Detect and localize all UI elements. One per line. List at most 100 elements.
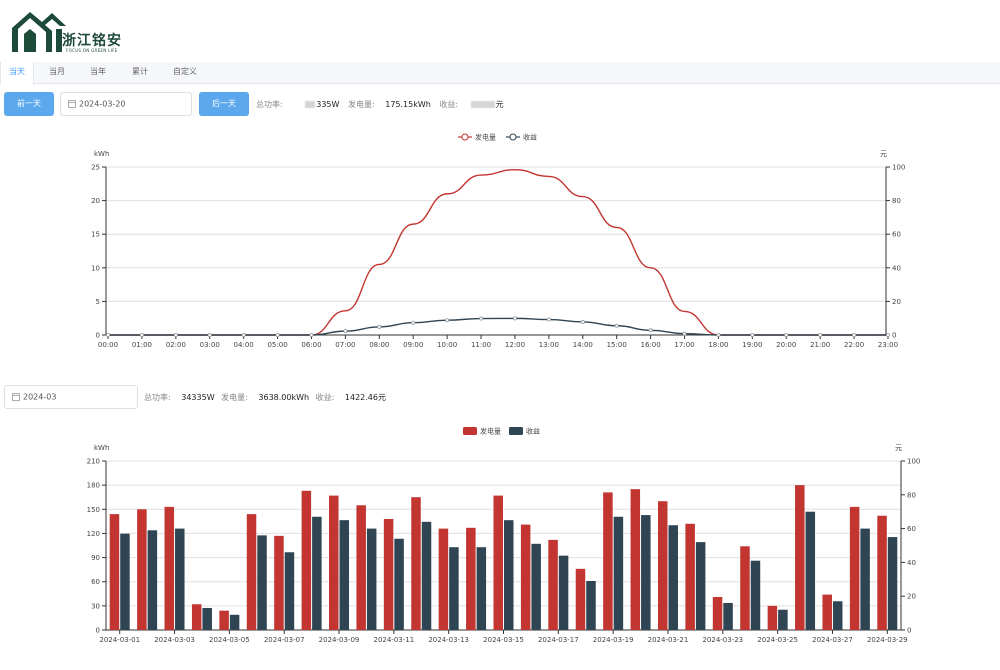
series-line-0 [107,168,888,336]
y-right-tick-label: 0 [892,332,896,340]
bar-income [202,608,212,630]
data-point [886,332,891,337]
x-tick-label: 01:00 [132,341,152,349]
bar-income [449,547,459,630]
bar-generation [575,568,586,630]
bar-generation [740,546,750,630]
x-tick-label: 04:00 [234,341,254,349]
legend-label-0: 发电量 [480,427,501,436]
data-point [682,331,687,336]
day-date-value: 2024-03-20 [79,99,126,109]
x-tick-label: 14:00 [573,341,593,349]
bar-income [805,511,816,630]
bar-income [558,555,569,630]
month-generation-value: 3638.00kWh [258,393,310,402]
bar-generation [329,495,339,630]
company-logo: 浙江铭安 FOCUS ON GREEN LIFE [8,6,128,56]
calendar-icon [68,100,76,108]
day-date-picker[interactable]: 2024-03-20 [60,92,192,116]
tab-total[interactable]: 累计 [132,67,148,76]
next-day-button[interactable]: 后一天 [199,92,249,116]
data-point [173,332,178,337]
tab-month[interactable]: 当月 [49,67,65,76]
month-date-picker[interactable]: 2024-03 [4,385,138,409]
legend-label-0: 发电量 [475,133,496,142]
data-point [309,332,314,337]
data-point [750,332,755,337]
y-right-unit-label: 元 [895,444,902,452]
x-tick-label: 19:00 [742,341,762,349]
y-right-unit-label: 元 [880,150,887,158]
bar-generation [438,528,449,630]
x-tick-label: 2024-03-13 [428,636,469,644]
month-generation-label: 发电量: [221,393,248,402]
tab-today[interactable]: 当天 [0,62,34,85]
bar-income [613,516,624,630]
x-tick-label: 16:00 [641,341,661,349]
bar-income [668,525,678,630]
y-left-tick-label: 30 [91,602,100,610]
y-left-unit-label: kWh [94,444,109,452]
month-power-label: 总功率: [144,393,171,402]
bar-generation [822,594,832,630]
y-left-tick-label: 90 [91,554,100,562]
legend-marker [509,133,517,141]
x-tick-label: 2024-03-23 [702,636,743,644]
x-tick-label: 12:00 [505,341,525,349]
y-left-tick-label: 10 [91,264,100,272]
legend-swatch [463,427,477,435]
y-right-tick-label: 0 [907,627,911,635]
bar-income [229,614,240,630]
bar-generation [301,490,312,630]
data-point [784,332,789,337]
data-point [445,318,450,323]
bar-generation [493,495,503,630]
x-tick-label: 11:00 [471,341,491,349]
x-tick-label: 20:00 [776,341,796,349]
redacted-mark [305,101,316,108]
y-right-tick-label: 60 [907,525,916,533]
bar-income [695,542,706,630]
month-income-value: 1422.46元 [344,393,386,402]
bar-generation [767,605,778,630]
x-tick-label: 02:00 [166,341,186,349]
bar-income [175,528,185,630]
data-point [580,319,585,324]
bar-income [120,533,130,630]
bar-generation [685,523,695,630]
data-point [139,332,144,337]
x-tick-label: 22:00 [844,341,864,349]
x-tick-label: 2024-03-25 [757,636,798,644]
bar-income [366,528,377,630]
day-generation-label: 发电量: [347,100,375,109]
month-bar-chart: 0 30 60 90 120 150 180 210 0 20 40 60 80 100 kWh 元 发电量 收益… [87,427,921,645]
x-tick-label: 03:00 [200,341,220,349]
bar-income [312,516,322,630]
x-tick-label: 2024-03-29 [867,636,908,644]
y-right-tick-label: 60 [892,231,901,239]
redacted-mark [470,101,495,108]
y-right-tick-label: 20 [907,593,916,601]
y-left-tick-label: 120 [87,530,100,538]
bar-income [257,535,267,630]
x-tick-label: 2024-03-03 [154,636,195,644]
bar-income [750,560,761,630]
house-logo-icon [12,12,66,52]
bar-income [421,521,432,630]
day-income-label: 收益: [439,100,459,109]
x-tick-label: 10:00 [437,341,457,349]
logo-subtitle: FOCUS ON GREEN LIFE [66,48,118,53]
tab-year[interactable]: 当年 [90,67,106,76]
y-right-tick-label: 100 [892,164,905,172]
bar-income [832,601,843,630]
data-point [106,332,111,337]
x-tick-label: 2024-03-17 [538,636,579,644]
prev-day-button[interactable]: 前一天 [4,92,54,116]
bar-generation [795,485,805,630]
x-tick-label: 21:00 [810,341,830,349]
data-point [479,316,484,321]
y-left-tick-label: 5 [96,298,100,306]
tab-custom[interactable]: 自定义 [173,67,197,76]
bar-income [723,602,733,630]
